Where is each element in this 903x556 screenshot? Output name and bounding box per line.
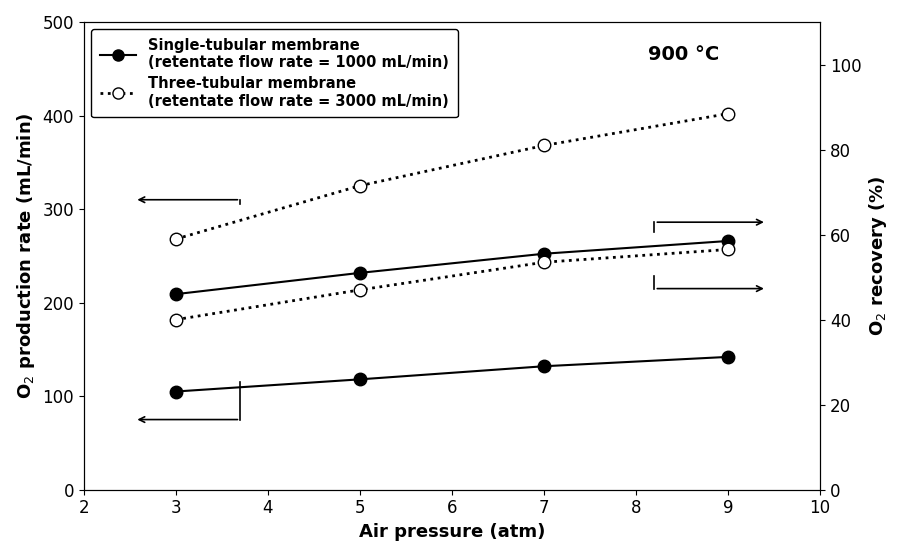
Legend: Single-tubular membrane
(retentate flow rate = 1000 mL/min), Three-tubular membr: Single-tubular membrane (retentate flow … — [91, 29, 457, 117]
Text: 900 °C: 900 °C — [647, 45, 719, 64]
Y-axis label: O$_2$ production rate (mL/min): O$_2$ production rate (mL/min) — [15, 112, 37, 399]
X-axis label: Air pressure (atm): Air pressure (atm) — [358, 523, 545, 541]
Y-axis label: O$_2$ recovery (%): O$_2$ recovery (%) — [866, 176, 888, 336]
